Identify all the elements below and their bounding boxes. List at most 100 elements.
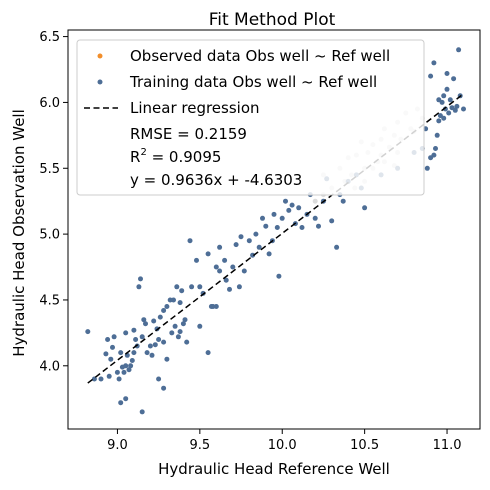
training-point [123, 330, 129, 336]
training-point [106, 373, 112, 379]
training-point [205, 350, 211, 356]
y-tick-label: 5.0 [39, 228, 60, 243]
training-point [182, 317, 188, 323]
y-tick-label: 5.5 [39, 162, 60, 177]
training-point [164, 356, 170, 362]
training-point [436, 118, 442, 124]
y-tick-label: 4.0 [39, 359, 60, 374]
legend-training-label: Training data Obs well ~ Ref well [129, 73, 377, 91]
training-point [161, 385, 167, 391]
training-point [105, 337, 111, 342]
legend-regression-label: Linear regression [130, 99, 260, 117]
training-point [276, 273, 282, 279]
training-point [161, 339, 167, 345]
legend-observed-label: Observed data Obs well ~ Ref well [130, 47, 390, 65]
training-point [444, 86, 450, 92]
training-point [91, 376, 97, 382]
training-point [180, 321, 186, 327]
training-point [362, 205, 368, 211]
training-point [241, 268, 247, 274]
legend-observed-marker [97, 53, 103, 59]
training-point [213, 264, 219, 270]
training-point [433, 146, 438, 151]
training-point [441, 93, 447, 99]
legend-r2-superscript: 2 [140, 147, 146, 158]
training-point [197, 323, 203, 329]
training-point [169, 330, 175, 336]
y-tick-label: 4.5 [39, 293, 60, 308]
training-point [121, 369, 127, 375]
training-point [431, 60, 437, 66]
training-point [238, 234, 244, 240]
training-point [246, 238, 252, 244]
training-point [174, 284, 180, 290]
training-point [131, 327, 137, 333]
x-tick-label: 9.0 [107, 438, 128, 453]
training-point [149, 352, 155, 358]
training-point [118, 350, 124, 356]
training-point [108, 356, 114, 362]
legend-r2-value: = 0.9095 [147, 148, 222, 166]
training-point [156, 337, 162, 342]
x-tick-label: 10.0 [268, 438, 297, 453]
training-point [134, 343, 140, 349]
training-point [194, 257, 199, 263]
training-point [141, 317, 147, 323]
y-axis-label: Hydraulic Head Observation Well [10, 109, 28, 357]
background-point [312, 198, 318, 204]
training-point [233, 242, 239, 248]
training-point [329, 218, 335, 224]
training-point [197, 284, 203, 290]
training-point [136, 284, 142, 290]
training-point [334, 244, 340, 250]
training-point [452, 107, 458, 113]
training-point [156, 376, 162, 382]
training-point [441, 115, 447, 121]
training-point [444, 71, 450, 76]
training-point [152, 342, 158, 348]
training-point [316, 223, 321, 229]
legend-r2-prefix: R [130, 148, 140, 166]
training-point [103, 351, 109, 357]
training-point [118, 400, 124, 406]
training-point [110, 344, 115, 350]
legend: Observed data Obs well ~ Ref well Traini… [76, 39, 425, 196]
training-point [227, 286, 232, 292]
training-point [128, 363, 134, 369]
training-point [446, 110, 452, 116]
training-point [144, 350, 150, 356]
training-point [210, 304, 216, 309]
training-point [436, 97, 442, 103]
training-point [184, 339, 190, 345]
x-axis-ticks: 9.0 9.5 10.0 10.5 11.0 [107, 429, 462, 453]
training-point [126, 367, 132, 373]
y-tick-label: 6.0 [39, 96, 60, 111]
training-point [164, 304, 170, 309]
training-point [274, 225, 280, 230]
training-point [279, 215, 285, 221]
training-point [172, 323, 178, 329]
training-point [340, 198, 346, 204]
training-point [271, 211, 277, 217]
training-point [171, 297, 176, 303]
chart-title: Fit Method Plot [209, 10, 336, 30]
training-point [260, 215, 265, 221]
legend-box [76, 39, 425, 196]
training-point [177, 300, 183, 306]
training-point [451, 76, 457, 82]
training-point [456, 47, 462, 53]
training-point [123, 363, 129, 369]
training-point [424, 165, 430, 171]
training-point [187, 238, 193, 244]
training-point [250, 252, 256, 258]
training-point [147, 343, 153, 349]
training-point [428, 73, 434, 79]
training-point [129, 358, 135, 363]
training-point [157, 314, 163, 320]
training-point [286, 207, 292, 213]
training-point [151, 318, 157, 324]
legend-rmse: RMSE = 0.2159 [130, 125, 247, 143]
training-point [256, 244, 262, 250]
training-point [236, 284, 242, 290]
